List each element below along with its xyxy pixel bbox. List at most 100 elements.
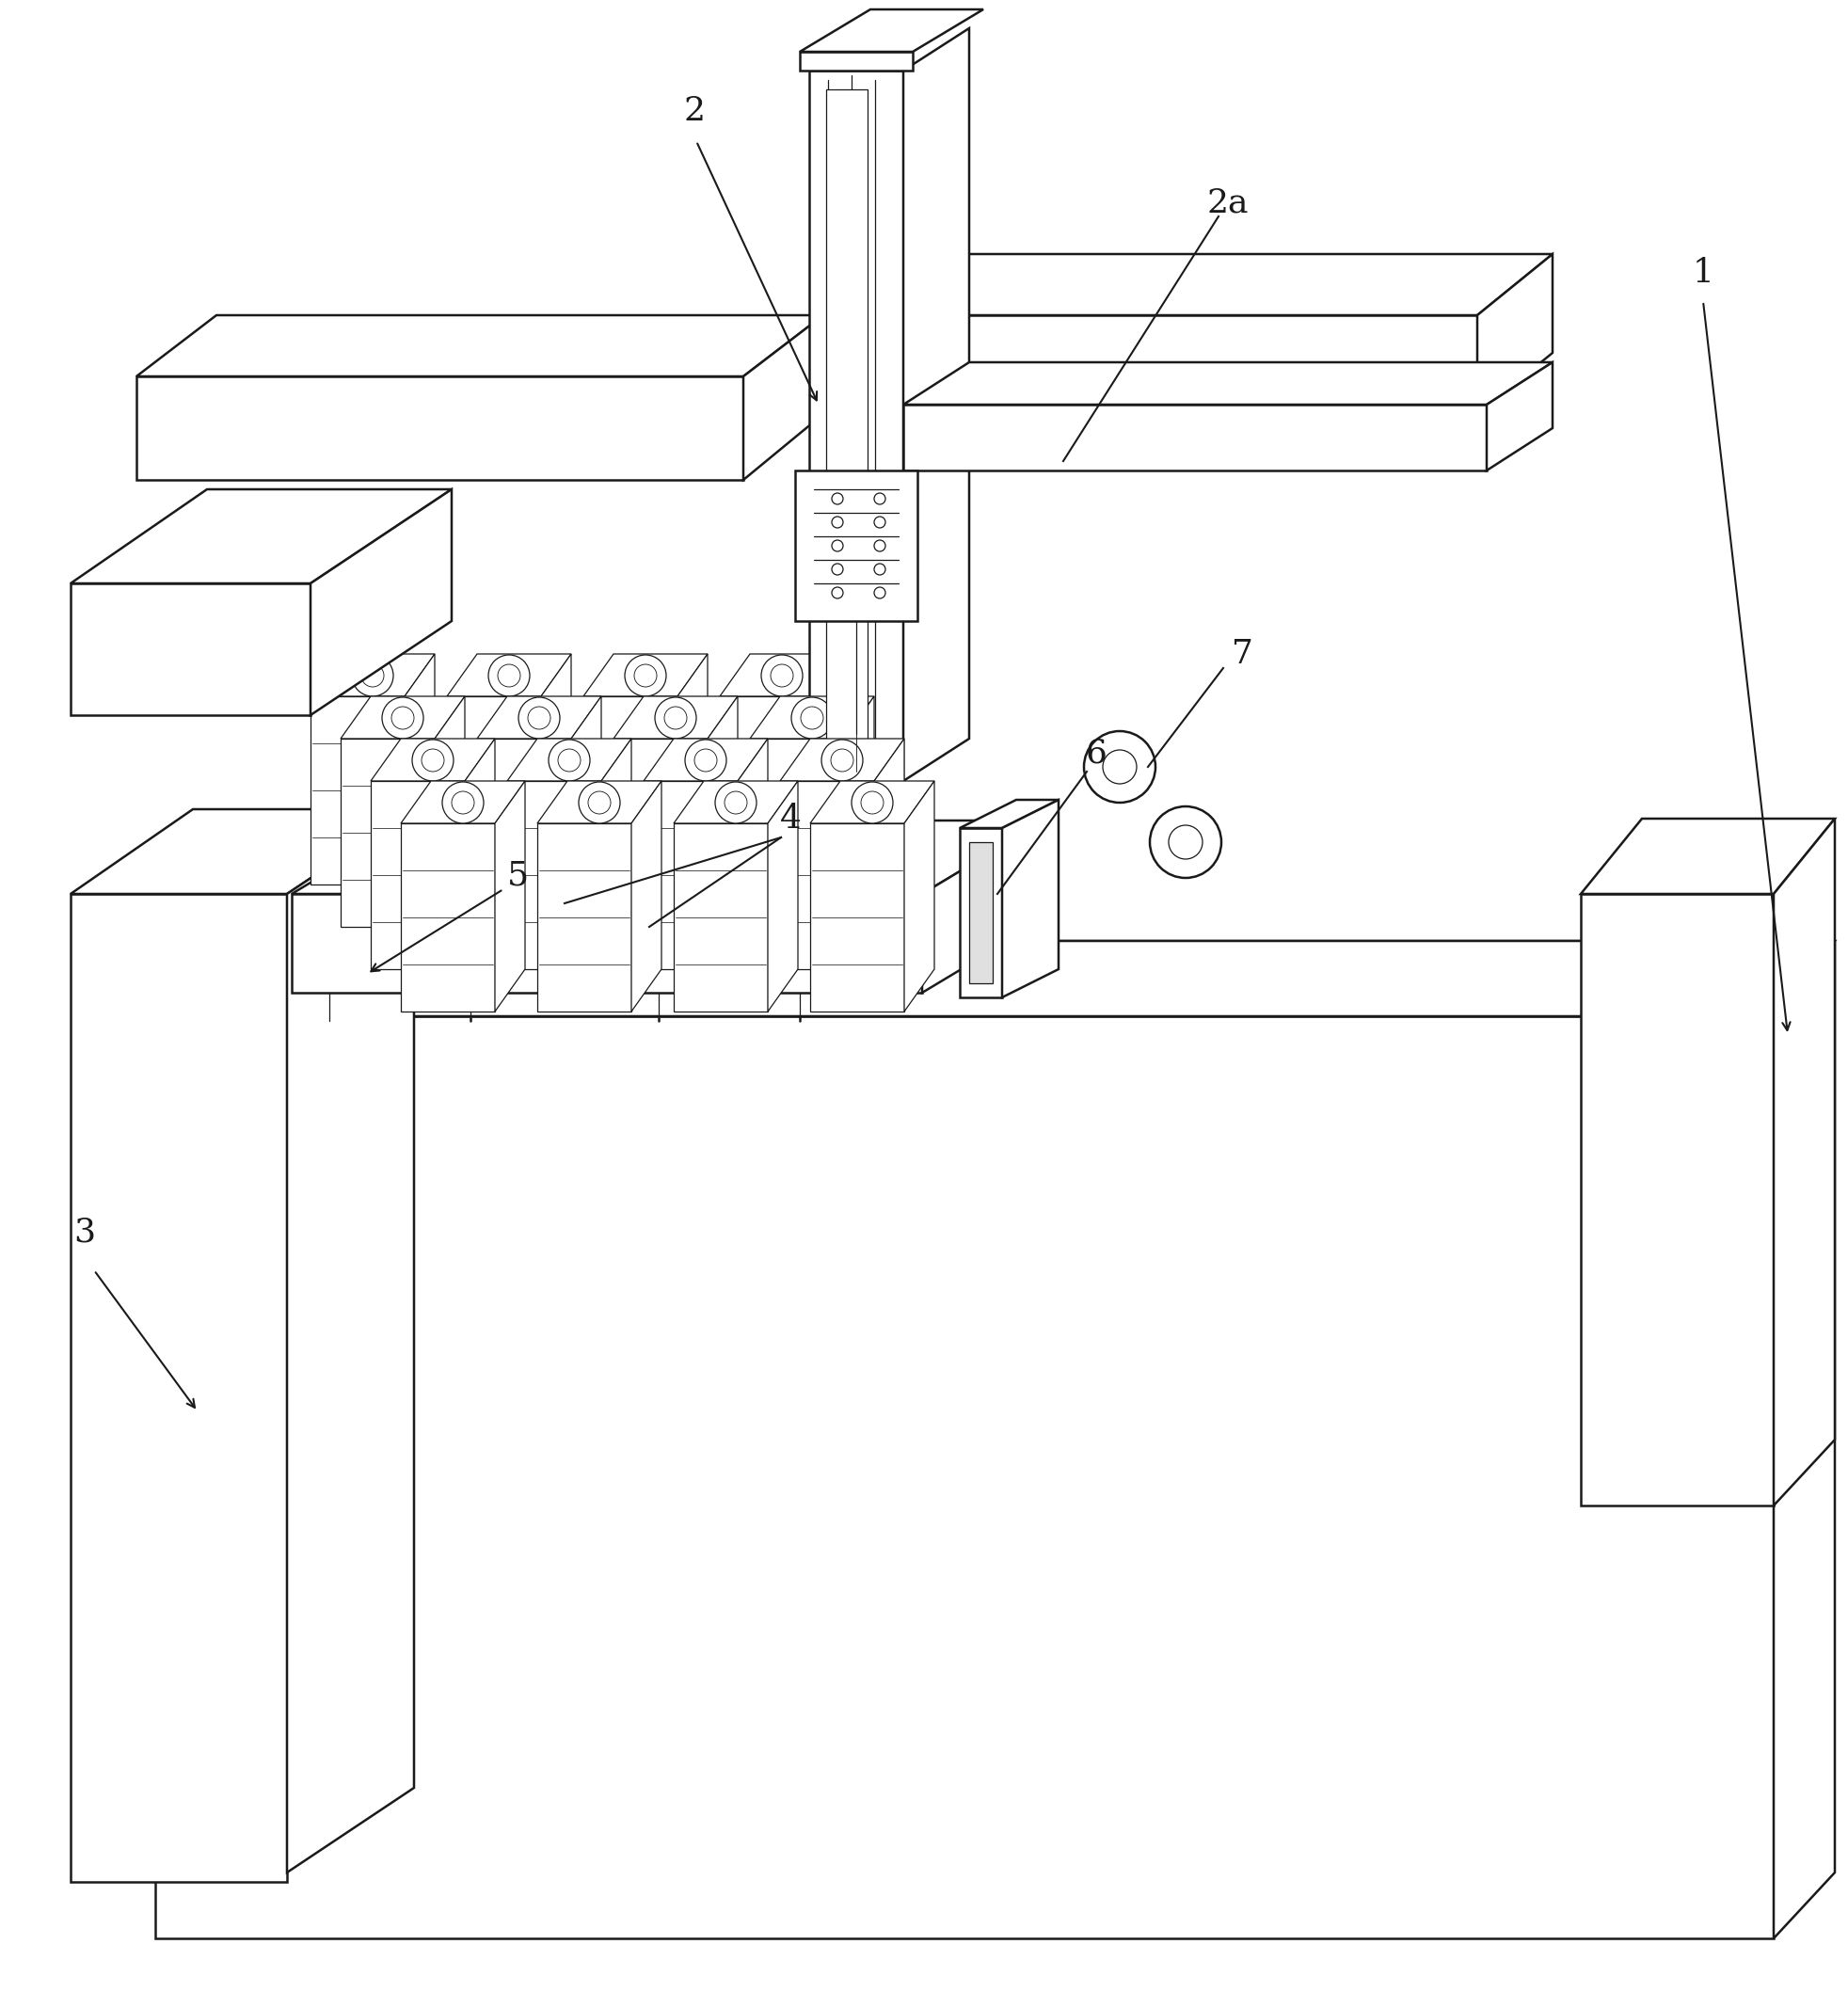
Polygon shape xyxy=(137,315,822,376)
Polygon shape xyxy=(310,697,405,884)
Polygon shape xyxy=(601,739,630,970)
Polygon shape xyxy=(571,697,601,926)
Polygon shape xyxy=(643,739,767,781)
Circle shape xyxy=(628,888,641,900)
Text: 1: 1 xyxy=(1691,257,1713,289)
Polygon shape xyxy=(584,697,676,884)
Polygon shape xyxy=(70,809,414,894)
Polygon shape xyxy=(447,697,541,884)
Text: 6: 6 xyxy=(1085,737,1107,769)
Circle shape xyxy=(451,791,473,815)
Circle shape xyxy=(874,516,885,528)
Circle shape xyxy=(392,707,414,729)
Circle shape xyxy=(527,707,551,729)
Polygon shape xyxy=(780,739,904,781)
Circle shape xyxy=(578,783,619,823)
Polygon shape xyxy=(614,739,708,926)
Polygon shape xyxy=(904,781,933,1012)
Polygon shape xyxy=(292,821,1044,894)
Polygon shape xyxy=(310,653,434,697)
Polygon shape xyxy=(1580,819,1833,894)
Circle shape xyxy=(442,783,484,823)
Polygon shape xyxy=(340,739,434,926)
Circle shape xyxy=(1083,731,1155,803)
Circle shape xyxy=(832,494,843,504)
Polygon shape xyxy=(506,781,601,970)
Circle shape xyxy=(1168,825,1201,859)
Polygon shape xyxy=(155,940,1833,1016)
Text: 7: 7 xyxy=(1231,637,1253,669)
Polygon shape xyxy=(506,739,630,781)
Circle shape xyxy=(861,791,883,815)
Circle shape xyxy=(517,697,560,739)
Polygon shape xyxy=(922,821,1044,992)
Polygon shape xyxy=(538,823,630,1012)
Polygon shape xyxy=(340,697,464,739)
Circle shape xyxy=(371,888,383,900)
Circle shape xyxy=(695,749,717,771)
Polygon shape xyxy=(70,490,451,584)
Polygon shape xyxy=(584,653,708,697)
Circle shape xyxy=(832,540,843,552)
Circle shape xyxy=(832,564,843,576)
Polygon shape xyxy=(371,739,495,781)
Circle shape xyxy=(525,888,538,900)
Polygon shape xyxy=(286,940,1641,1016)
Polygon shape xyxy=(401,823,495,1012)
Polygon shape xyxy=(1002,801,1059,998)
Circle shape xyxy=(771,663,793,687)
Polygon shape xyxy=(1477,255,1552,414)
Circle shape xyxy=(558,749,580,771)
Polygon shape xyxy=(434,697,464,926)
Polygon shape xyxy=(673,781,798,823)
Polygon shape xyxy=(137,376,743,480)
Circle shape xyxy=(663,707,687,729)
Polygon shape xyxy=(809,823,904,1012)
Polygon shape xyxy=(1580,894,1772,1506)
Polygon shape xyxy=(1772,819,1833,1506)
Circle shape xyxy=(874,494,885,504)
Circle shape xyxy=(549,739,590,781)
Polygon shape xyxy=(464,739,495,970)
Circle shape xyxy=(360,663,384,687)
Circle shape xyxy=(1101,749,1137,783)
Circle shape xyxy=(421,749,444,771)
Polygon shape xyxy=(780,781,874,970)
Polygon shape xyxy=(959,801,1059,829)
Polygon shape xyxy=(155,1016,1772,1938)
Circle shape xyxy=(634,663,656,687)
Polygon shape xyxy=(1772,940,1833,1938)
Polygon shape xyxy=(737,739,767,970)
Polygon shape xyxy=(968,843,992,984)
Circle shape xyxy=(577,888,590,900)
Circle shape xyxy=(588,791,610,815)
Polygon shape xyxy=(800,52,913,70)
Polygon shape xyxy=(719,653,843,697)
Polygon shape xyxy=(813,653,843,884)
Polygon shape xyxy=(719,697,813,884)
Circle shape xyxy=(874,588,885,598)
Polygon shape xyxy=(1486,363,1552,470)
Circle shape xyxy=(874,564,885,576)
Polygon shape xyxy=(371,781,464,970)
Polygon shape xyxy=(447,653,571,697)
Polygon shape xyxy=(477,697,601,739)
Circle shape xyxy=(832,516,843,528)
Polygon shape xyxy=(286,809,414,1872)
Circle shape xyxy=(488,655,530,697)
Circle shape xyxy=(821,739,863,781)
Polygon shape xyxy=(310,490,451,715)
Polygon shape xyxy=(822,315,1477,414)
Circle shape xyxy=(715,783,756,823)
Polygon shape xyxy=(541,653,571,884)
Polygon shape xyxy=(809,781,933,823)
Polygon shape xyxy=(676,653,708,884)
Circle shape xyxy=(654,697,697,739)
Polygon shape xyxy=(477,739,571,926)
Polygon shape xyxy=(630,781,662,1012)
Polygon shape xyxy=(843,697,874,926)
Circle shape xyxy=(761,655,802,697)
Text: 2a: 2a xyxy=(1207,187,1247,219)
Polygon shape xyxy=(643,781,737,970)
Circle shape xyxy=(1149,807,1222,878)
